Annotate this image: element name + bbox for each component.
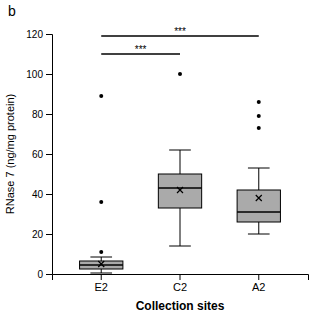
y-tick: 120	[26, 29, 52, 40]
cap-low	[248, 234, 270, 235]
x-tick-label: C2	[173, 281, 187, 293]
cap-high	[248, 168, 270, 169]
y-tick-label: 100	[26, 69, 43, 80]
whisker-high	[258, 168, 259, 190]
y-tick-label: 20	[32, 229, 44, 240]
flier	[178, 72, 182, 76]
y-tick-label: 120	[26, 29, 43, 40]
y-tick-mark	[46, 194, 52, 195]
box	[80, 261, 123, 269]
cap-low	[169, 246, 191, 247]
flier	[257, 100, 261, 104]
y-tick-mark	[46, 274, 52, 275]
y-tick-label: 80	[32, 109, 44, 120]
whisker-low	[258, 222, 259, 234]
y-axis-line	[46, 35, 53, 275]
box-plot	[80, 94, 123, 273]
mean	[98, 261, 104, 267]
y-axis: 0 20 40 60 80 100 120	[26, 29, 52, 280]
y-tick-label: 60	[32, 149, 44, 160]
y-tick-mark	[46, 114, 52, 115]
x-tick-label: E2	[94, 281, 107, 293]
y-tick: 100	[26, 69, 52, 80]
x-tick-mark	[258, 274, 259, 280]
y-tick: 20	[32, 229, 52, 240]
mean	[177, 187, 183, 193]
x-tick: A2	[252, 274, 265, 293]
flier	[257, 126, 261, 130]
flier	[99, 200, 103, 204]
y-tick: 40	[32, 189, 52, 200]
x-tick-mark	[101, 274, 102, 280]
box	[237, 190, 280, 222]
whisker-low	[180, 208, 181, 246]
y-tick: 0	[37, 269, 52, 280]
median	[237, 211, 280, 213]
marks	[80, 36, 281, 273]
y-axis-title: RNase 7 (ng/mg protein)	[4, 94, 16, 214]
flier	[99, 250, 103, 254]
whisker-high	[180, 150, 181, 174]
y-tick: 60	[32, 149, 52, 160]
x-tick-label: A2	[252, 281, 265, 293]
y-tick: 80	[32, 109, 52, 120]
cap-low	[90, 273, 112, 274]
significance-label: ***	[135, 44, 147, 55]
cap-high	[169, 150, 191, 151]
annotations: *** ***	[135, 26, 186, 55]
flier	[99, 94, 103, 98]
y-tick-mark	[46, 234, 52, 235]
box-plot	[237, 100, 280, 234]
median	[158, 187, 201, 189]
x-tick: C2	[173, 274, 187, 293]
flier	[257, 114, 261, 118]
y-tick-mark	[46, 74, 52, 75]
y-tick-mark	[46, 154, 52, 155]
y-tick-label: 0	[37, 269, 43, 280]
title: b	[8, 3, 16, 19]
y-tick-mark	[46, 34, 52, 35]
chart: 0 20 40 60 80 100 120 E2 C2 A2 *** *** b Collection s…	[0, 0, 320, 320]
box-plot	[158, 72, 201, 246]
box	[158, 174, 201, 208]
cap-high	[90, 257, 112, 258]
whisker-low	[101, 269, 102, 273]
x-tick-mark	[180, 274, 181, 280]
mean	[256, 195, 262, 201]
x-axis-title: Collection sites	[136, 299, 225, 313]
y-tick-label: 40	[32, 189, 44, 200]
x-axis: E2 C2 A2	[53, 274, 309, 293]
significance-label: ***	[174, 26, 186, 37]
x-axis-line	[53, 275, 309, 281]
plot: 0 20 40 60 80 100 120 E2 C2 A2 *** ***	[26, 26, 308, 293]
x-tick: E2	[94, 274, 107, 293]
whisker-high	[101, 257, 102, 261]
